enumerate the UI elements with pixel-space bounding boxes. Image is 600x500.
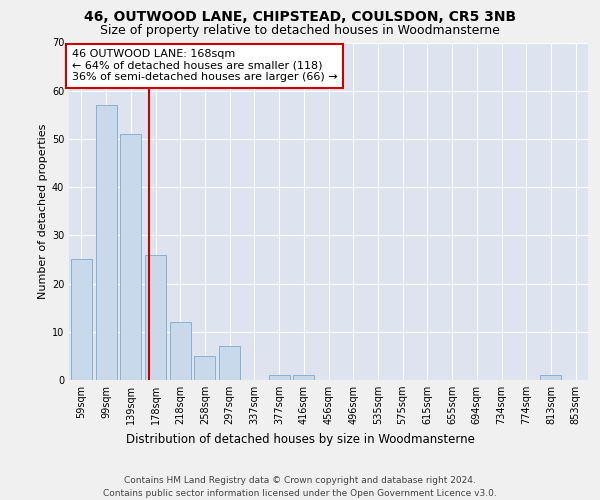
Bar: [71, 260, 92, 380]
Text: 46, OUTWOOD LANE, CHIPSTEAD, COULSDON, CR5 3NB: 46, OUTWOOD LANE, CHIPSTEAD, COULSDON, C…: [84, 10, 516, 24]
Bar: [541, 375, 562, 380]
Y-axis label: Number of detached properties: Number of detached properties: [38, 124, 47, 299]
Bar: [145, 254, 166, 380]
Text: Distribution of detached houses by size in Woodmansterne: Distribution of detached houses by size …: [125, 432, 475, 446]
Bar: [269, 375, 290, 380]
Text: Contains HM Land Registry data © Crown copyright and database right 2024.
Contai: Contains HM Land Registry data © Crown c…: [103, 476, 497, 498]
Text: Size of property relative to detached houses in Woodmansterne: Size of property relative to detached ho…: [100, 24, 500, 37]
Text: 46 OUTWOOD LANE: 168sqm
← 64% of detached houses are smaller (118)
36% of semi-d: 46 OUTWOOD LANE: 168sqm ← 64% of detache…: [71, 50, 337, 82]
Bar: [194, 356, 215, 380]
Bar: [120, 134, 141, 380]
Bar: [293, 375, 314, 380]
Bar: [219, 346, 240, 380]
Bar: [170, 322, 191, 380]
Bar: [95, 105, 116, 380]
